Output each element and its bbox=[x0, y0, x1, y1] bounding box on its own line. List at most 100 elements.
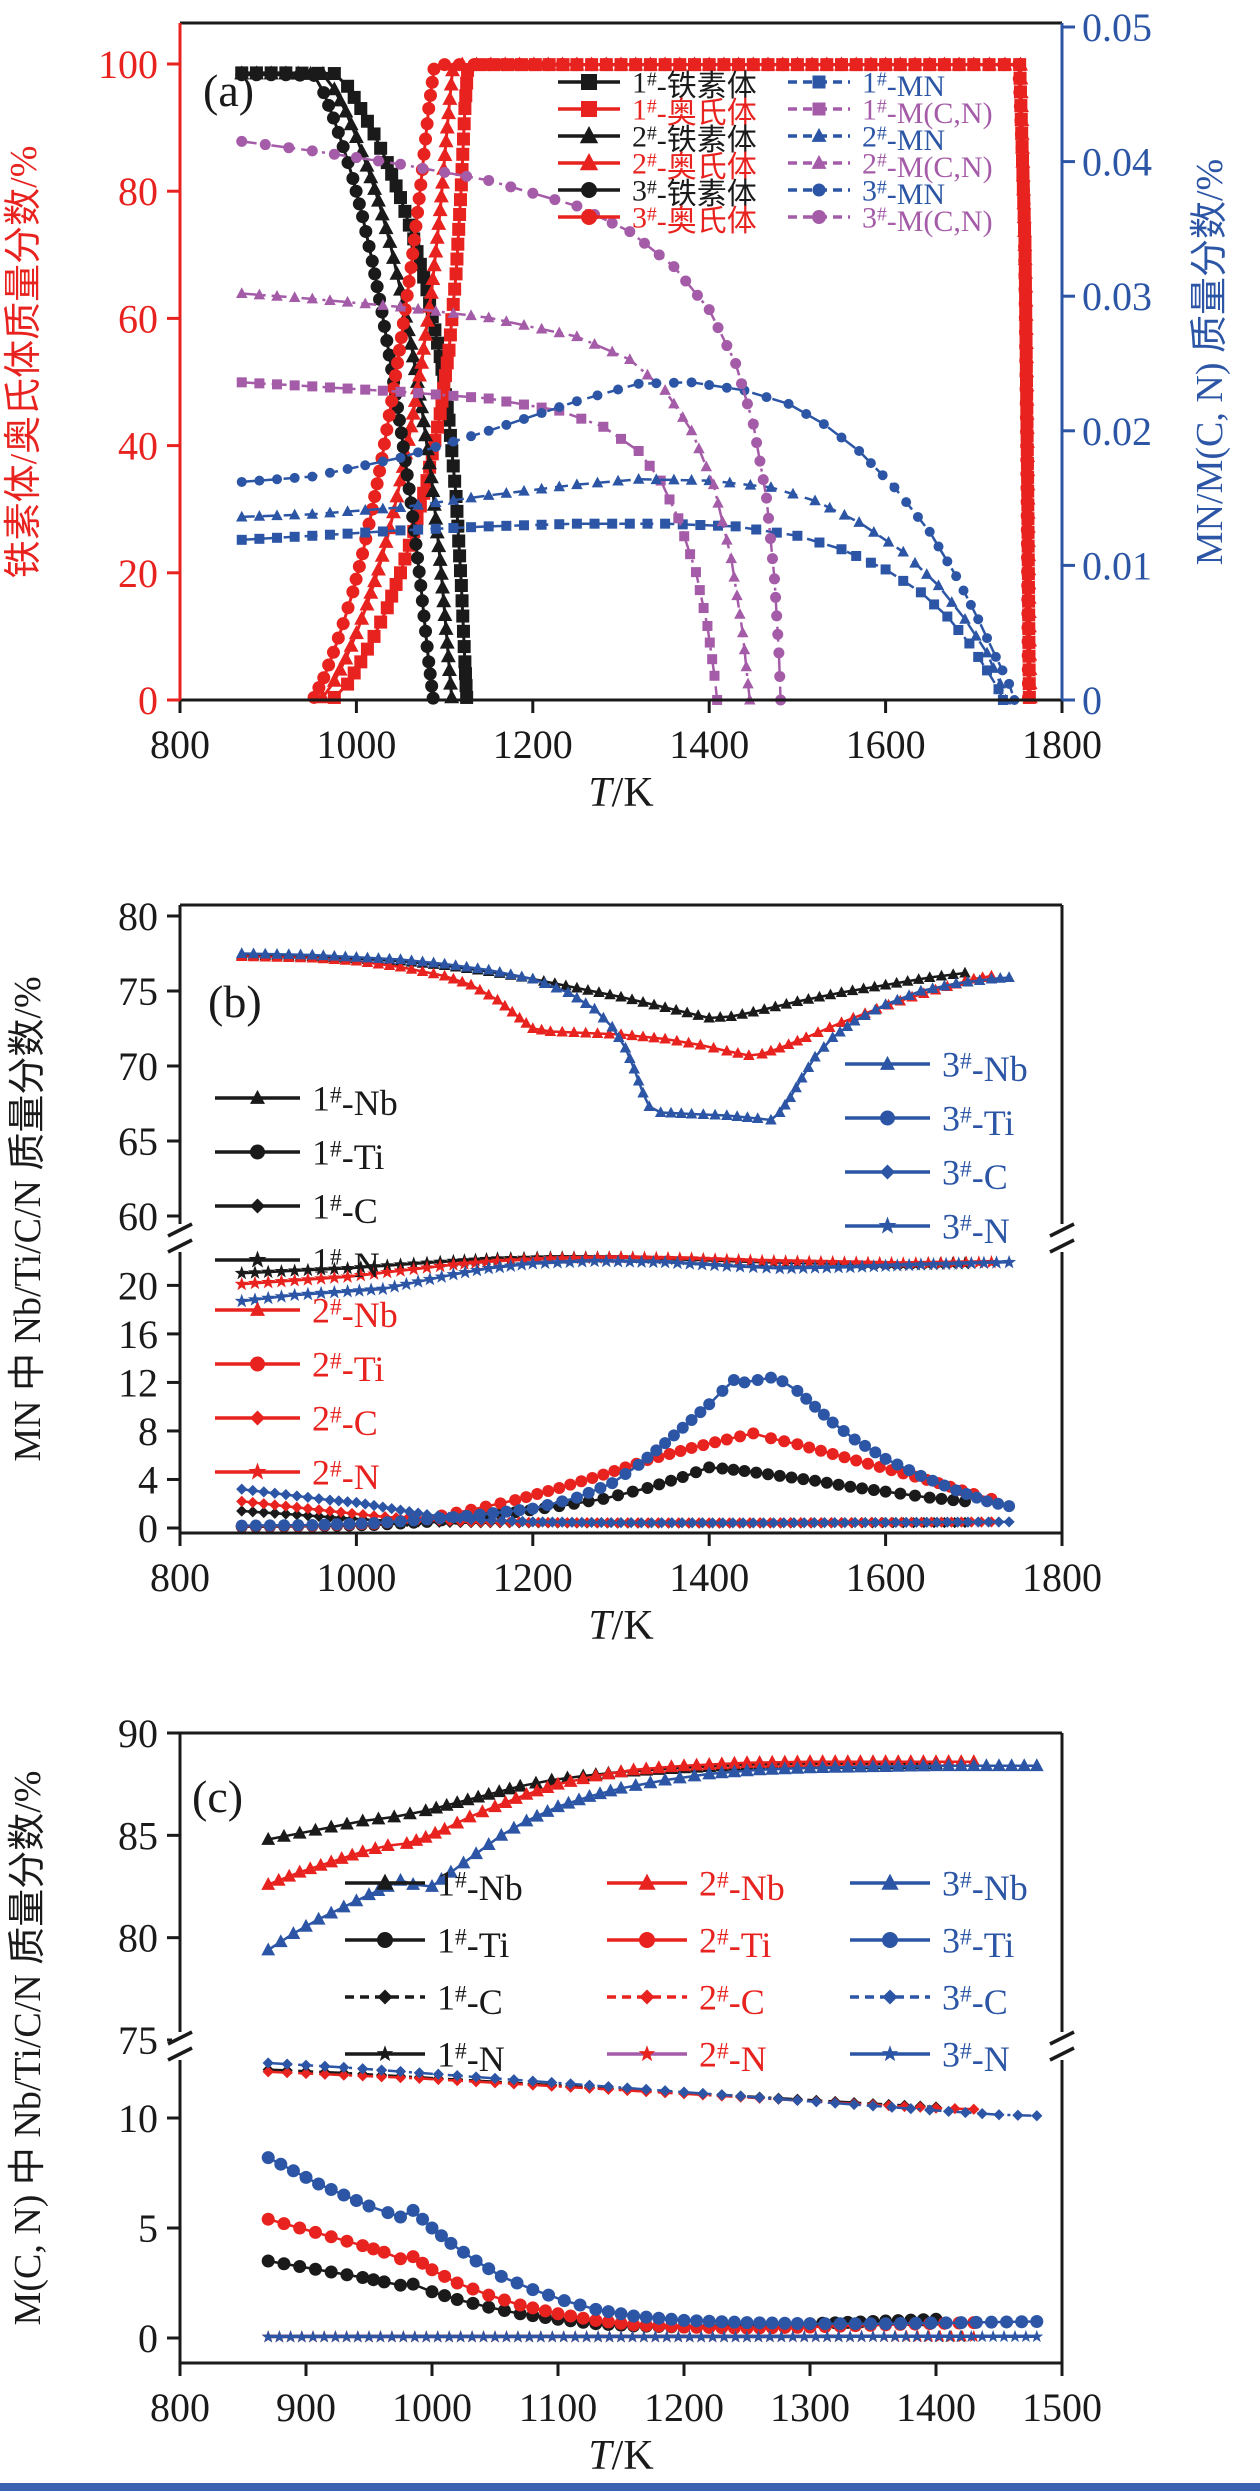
y-tick-label: 5 bbox=[138, 2206, 158, 2251]
x-tick-label: 800 bbox=[150, 1555, 210, 1600]
legend-item-b-ti3: 3#-Ti bbox=[845, 1099, 1014, 1143]
y-tick-label: 70 bbox=[118, 1044, 158, 1089]
panel-a-tag: (a) bbox=[203, 65, 255, 116]
x-tick-label: 1400 bbox=[669, 722, 749, 767]
svg-text:T/K: T/K bbox=[588, 770, 653, 816]
svg-text:T/K: T/K bbox=[588, 2433, 653, 2479]
legend-label: 1#-MN bbox=[862, 67, 945, 104]
legend-label: 3#-N bbox=[942, 2035, 1010, 2079]
legend-item-a-mcn1: 1#-M(C,N) bbox=[788, 94, 993, 130]
series-b-ti3 bbox=[235, 1371, 1016, 1532]
y-tick-label: 90 bbox=[118, 1711, 158, 1756]
legend-item-c-n2: 2#-N bbox=[607, 2035, 767, 2079]
legend-item-a-a3: 3#-奥氏体 bbox=[558, 202, 757, 239]
y-tick-label: 0.04 bbox=[1082, 140, 1152, 185]
legend-label: 2#-N bbox=[699, 2035, 767, 2079]
y-tick-label: 10 bbox=[118, 2096, 158, 2141]
legend-label: 3#-Nb bbox=[942, 1045, 1028, 1089]
legend-label: 1#-铁素体 bbox=[632, 67, 757, 104]
y-tick-label: 65 bbox=[118, 1119, 158, 1164]
x-tick-label: 1200 bbox=[644, 2385, 724, 2430]
x-tick-label: 1800 bbox=[1022, 722, 1102, 767]
legend-label: 1#-C bbox=[312, 1187, 378, 1231]
y-tick-label: 4 bbox=[138, 1457, 158, 1502]
y-tick-label: 80 bbox=[118, 169, 158, 214]
series-b-n3 bbox=[234, 1253, 1017, 1308]
legend-label: 2#-铁素体 bbox=[632, 121, 757, 158]
legend-item-b-nb1: 1#-Nb bbox=[215, 1079, 398, 1123]
legend-item-c-ti1: 1#-Ti bbox=[345, 1921, 509, 1965]
legend-item-b-n2: 2#-N bbox=[215, 1453, 380, 1497]
legend-item-a-mn2: 2#-MN bbox=[788, 121, 945, 158]
legend-label: 3#-Nb bbox=[942, 1864, 1028, 1908]
series-c-nb2 bbox=[261, 1754, 981, 1890]
x-tick-label: 800 bbox=[150, 722, 210, 767]
legend-label: 2#-Nb bbox=[312, 1291, 398, 1335]
legend-item-b-ti1: 1#-Ti bbox=[215, 1133, 384, 1177]
legend-item-c-c3: 3#-C bbox=[850, 1978, 1008, 2022]
legend-label: 1#-Nb bbox=[437, 1864, 523, 1908]
legend-item-a-f3: 3#-铁素体 bbox=[558, 175, 757, 211]
legend-label: 3#-C bbox=[942, 1153, 1008, 1197]
y-tick-label: 85 bbox=[118, 1813, 158, 1858]
legend-label: 1#-Ti bbox=[437, 1921, 509, 1965]
y-axis-title: M(C, N) 中 Nb/Ti/C/N 质量分数/% bbox=[7, 1771, 49, 2326]
legend-label: 3#-奥氏体 bbox=[632, 202, 757, 239]
series-a-f3 bbox=[235, 68, 440, 705]
legend-item-a-mn1: 1#-MN bbox=[788, 67, 945, 104]
legend-label: 3#-Ti bbox=[942, 1921, 1014, 1965]
legend-label: 3#-C bbox=[942, 1978, 1008, 2022]
legend-label: 2#-MN bbox=[862, 121, 945, 158]
legend-item-c-c1: 1#-C bbox=[345, 1978, 503, 2022]
panel-c-tag: (c) bbox=[192, 1771, 244, 1822]
legend-label: 2#-M(C,N) bbox=[862, 148, 993, 185]
legend-item-b-n1: 1#-N bbox=[215, 1241, 380, 1285]
y-tick-label: 60 bbox=[118, 296, 158, 341]
legend-item-c-ti2: 2#-Ti bbox=[607, 1921, 771, 1965]
legend-item-c-nb3: 3#-Nb bbox=[850, 1864, 1028, 1908]
y-tick-label: 0 bbox=[138, 678, 158, 723]
legend-item-b-c3: 3#-C bbox=[845, 1153, 1008, 1197]
legend-item-b-c2: 2#-C bbox=[215, 1399, 378, 1443]
legend-label: 1#-N bbox=[312, 1241, 380, 1285]
y-tick-label: 20 bbox=[118, 551, 158, 596]
y-tick-label: 0.05 bbox=[1082, 5, 1152, 50]
panel-c-plot: 800 900 1000 1100 1200 1300 1400 1500 T/K 0 5 10 75 8… bbox=[7, 1711, 1102, 2479]
series-b-nb3 bbox=[235, 947, 1015, 1125]
legend-item-c-n1: 1#-N bbox=[345, 2035, 505, 2079]
y-tick-label: 40 bbox=[118, 424, 158, 469]
legend-item-a-mcn3: 3#-M(C,N) bbox=[788, 202, 993, 239]
y-tick-label: 80 bbox=[118, 1916, 158, 1961]
legend-item-c-nb1: 1#-Nb bbox=[345, 1864, 523, 1908]
legend-item-a-f1: 1#-铁素体 bbox=[558, 67, 757, 104]
legend: 1#-Nb 1#-Ti 1#-C 1#-N 2#-Nb 2#-Ti 2#-C 2#-N 3#-N… bbox=[215, 1045, 1028, 1497]
y-axis-title: 铁素体/奥氏体质量分数/% bbox=[3, 146, 45, 579]
y-tick-label: 20 bbox=[118, 1263, 158, 1308]
x-tick-label: 1000 bbox=[316, 1555, 396, 1600]
legend-label: 3#-M(C,N) bbox=[862, 202, 993, 239]
legend-label: 3#-MN bbox=[862, 175, 945, 212]
series-c-n3 bbox=[261, 2329, 1044, 2343]
series-c-nb3 bbox=[261, 1758, 1044, 1956]
x-tick-label: 1600 bbox=[846, 1555, 926, 1600]
legend-item-a-a1: 1#-奥氏体 bbox=[558, 94, 757, 130]
y-tick-label: 80 bbox=[118, 894, 158, 939]
legend-label: 2#-N bbox=[312, 1453, 380, 1497]
legend-label: 2#-Ti bbox=[699, 1921, 771, 1965]
legend-label: 1#-Ti bbox=[312, 1133, 384, 1177]
panel-b-tag: (b) bbox=[208, 976, 262, 1027]
y-tick-label: 100 bbox=[98, 42, 158, 87]
series-a-mcn1 bbox=[236, 377, 723, 705]
legend-item-c-c2: 2#-C bbox=[607, 1978, 765, 2022]
series-a-mcn2 bbox=[235, 287, 756, 705]
bottom-blue-bar bbox=[0, 2483, 1260, 2491]
x-tick-label: 1200 bbox=[493, 722, 573, 767]
series-a-mn1 bbox=[236, 518, 1008, 705]
x-tick-label: 1000 bbox=[316, 722, 396, 767]
legend: 1#-Nb 1#-Ti 1#-C 1#-N 2#-Nb 2#-Ti 2#-C 2#-N 3#-N… bbox=[345, 1864, 1028, 2079]
x-tick-label: 1500 bbox=[1022, 2385, 1102, 2430]
legend-label: 2#-C bbox=[312, 1399, 378, 1443]
